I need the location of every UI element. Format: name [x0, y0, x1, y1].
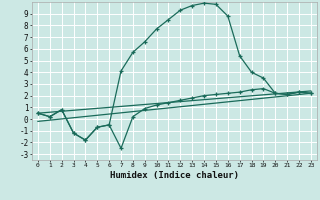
- X-axis label: Humidex (Indice chaleur): Humidex (Indice chaleur): [110, 171, 239, 180]
